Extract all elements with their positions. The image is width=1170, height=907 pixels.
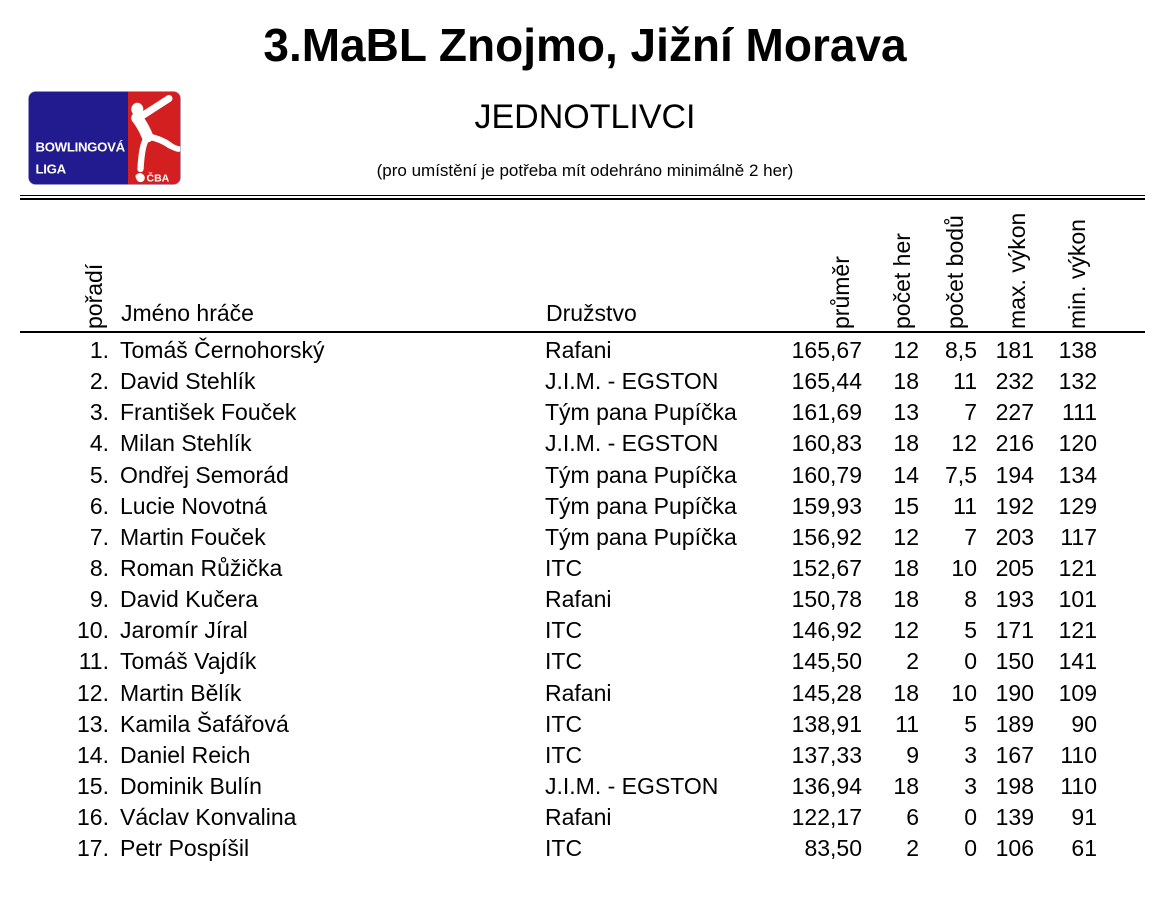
svg-text:ČBA: ČBA: [147, 171, 170, 184]
svg-text:BOWLINGOVÁ: BOWLINGOVÁ: [36, 140, 126, 155]
svg-text:LIGA: LIGA: [36, 162, 67, 177]
